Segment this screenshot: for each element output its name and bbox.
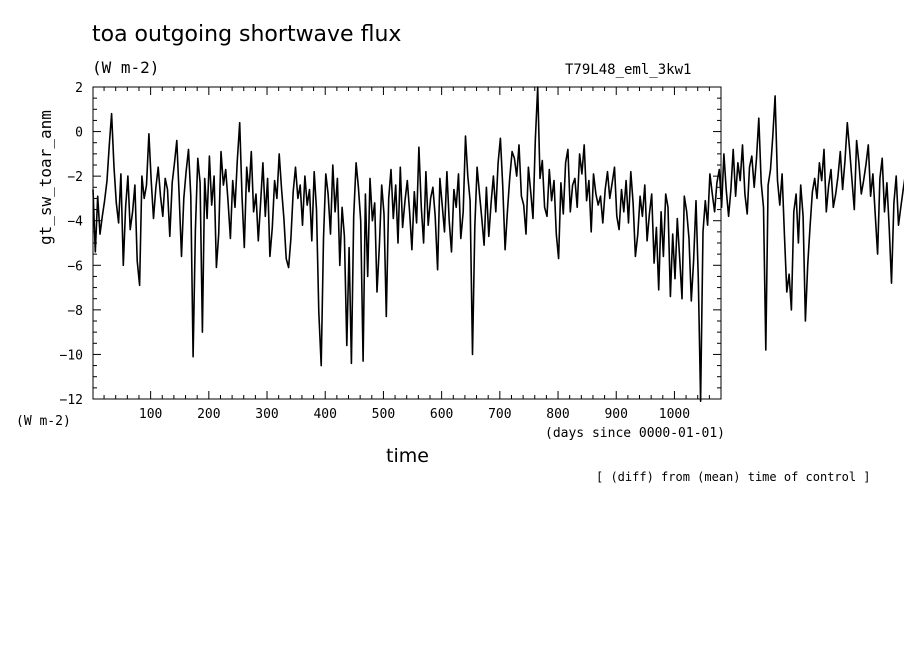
x-tick-label: 100 bbox=[139, 407, 162, 422]
x-tick-label: 400 bbox=[313, 407, 336, 422]
y-tick-label: −2 bbox=[67, 170, 83, 185]
chart-units: (W m-2) bbox=[92, 58, 160, 77]
series-layer bbox=[92, 86, 904, 403]
x-tick-label: 700 bbox=[488, 407, 511, 422]
y-tick-label: 2 bbox=[75, 81, 83, 96]
chart-note: [ (diff) from (mean) time of control ] bbox=[596, 470, 871, 484]
plot-frame bbox=[92, 86, 722, 400]
x-tick-label: 800 bbox=[546, 407, 569, 422]
axis-ticks: 100 200 300 400 500 600 700 800 900 1000 2 0 −2 −4 −6 −… bbox=[60, 81, 722, 422]
x-tick-label: 900 bbox=[604, 407, 627, 422]
x-tick-label: 300 bbox=[255, 407, 278, 422]
y-tick-label: −10 bbox=[60, 348, 83, 363]
y-tick-label: −4 bbox=[67, 215, 83, 230]
y-tick-label: −12 bbox=[60, 393, 83, 408]
y-tick-label: 0 bbox=[75, 126, 83, 141]
x-tick-label: 1000 bbox=[659, 407, 690, 422]
x-axis-label: time bbox=[386, 445, 429, 467]
x-tick-label: 200 bbox=[197, 407, 220, 422]
run-name: T79L48_eml_3kw1 bbox=[565, 62, 692, 78]
y-axis-units: (W m-2) bbox=[16, 414, 71, 429]
chart-title: toa outgoing shortwave flux bbox=[92, 22, 402, 47]
x-tick-label: 600 bbox=[430, 407, 453, 422]
x-axis-units: (days since 0000-01-01) bbox=[545, 426, 726, 441]
y-tick-label: −8 bbox=[67, 304, 83, 319]
series-line bbox=[92, 86, 904, 403]
y-tick-label: −6 bbox=[67, 259, 83, 274]
x-tick-label: 500 bbox=[372, 407, 395, 422]
